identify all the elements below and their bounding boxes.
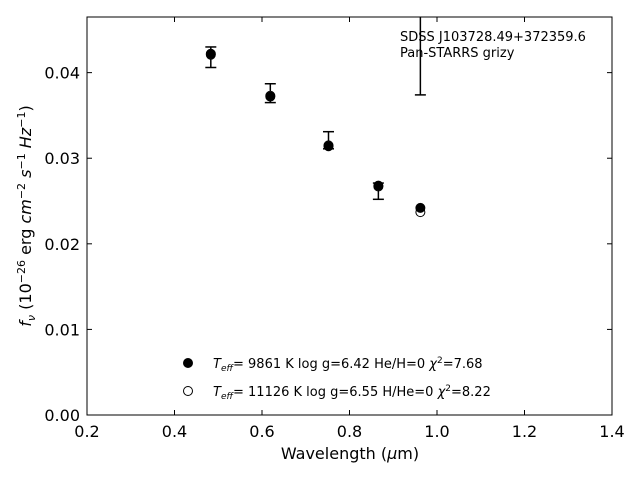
y-axis-ticks: 0.00 0.01 0.02 0.03 0.04: [44, 64, 612, 425]
annotation-line-2: Pan-STARRS grizy: [400, 46, 515, 61]
y-tick-label: 0.01: [44, 320, 80, 339]
legend-marker-open: [183, 386, 193, 396]
y-tick-label: 0.00: [44, 406, 80, 425]
model-point-filled: [205, 48, 216, 59]
model-point-filled: [323, 141, 334, 152]
y-axis-label: fν (10−26 erg cm−2 s−1 Hz−1): [15, 105, 38, 326]
x-tick-label: 0.2: [74, 422, 99, 441]
observed-error-bars: [205, 17, 426, 201]
x-tick-label: 1.0: [424, 422, 449, 441]
legend-entry-2: Teff= 11126 K log g=6.55 H/He=0 χ2=8.22: [213, 384, 491, 402]
y-tick-label: 0.04: [44, 64, 80, 83]
model-point-filled: [373, 180, 384, 191]
legend-entry-1: Teff= 9861 K log g=6.42 He/H=0 χ2=7.68: [213, 356, 483, 374]
x-axis-label: Wavelength (μm): [281, 444, 419, 463]
x-tick-label: 0.4: [162, 422, 187, 441]
x-tick-label: 0.6: [249, 422, 274, 441]
x-tick-label: 1.2: [512, 422, 537, 441]
y-tick-label: 0.03: [44, 149, 80, 168]
plot-frame: [86, 16, 613, 416]
legend: Teff= 9861 K log g=6.42 He/H=0 χ2=7.68 T…: [183, 356, 491, 402]
model-points: [205, 48, 426, 218]
x-tick-label: 0.8: [337, 422, 362, 441]
model-point-filled: [265, 91, 276, 102]
y-tick-label: 0.02: [44, 235, 80, 254]
model-point-filled: [415, 202, 426, 213]
legend-marker-filled: [183, 358, 193, 368]
annotation-line-1: SDSS J103728.49+372359.6: [400, 30, 586, 45]
x-axis-ticks: 0.2 0.4 0.6 0.8 1.0 1.2 1.4: [74, 17, 625, 441]
x-tick-label: 1.4: [599, 422, 624, 441]
